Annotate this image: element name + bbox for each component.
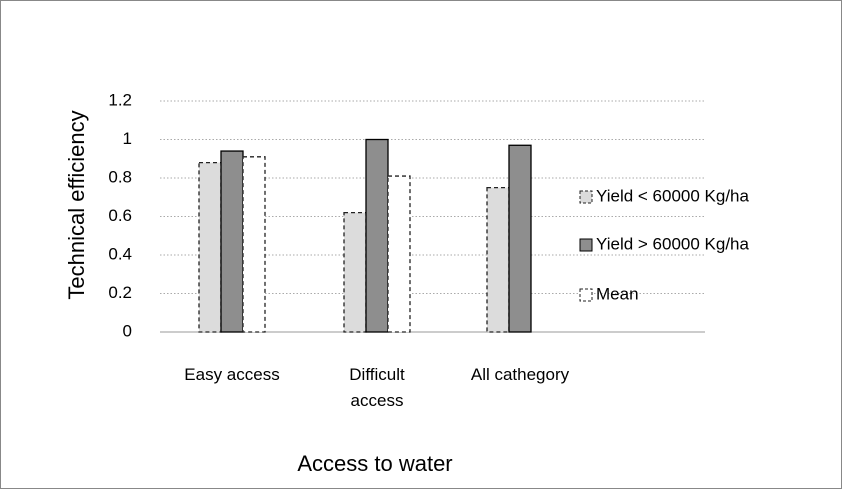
bar bbox=[486, 186, 510, 333]
bar bbox=[343, 211, 367, 333]
legend-swatch bbox=[579, 288, 593, 302]
legend-swatch bbox=[579, 238, 593, 252]
y-tick-label: 1 bbox=[123, 129, 132, 148]
y-axis-label: Technical efficiency bbox=[64, 110, 89, 299]
legend-label: Yield > 60000 Kg/ha bbox=[596, 234, 750, 253]
y-tick-label: 1.2 bbox=[108, 90, 132, 109]
y-tick-label: 0.2 bbox=[108, 283, 132, 302]
x-tick-label: All cathegory bbox=[470, 365, 570, 384]
bar bbox=[242, 156, 266, 333]
x-axis-label: Access to water bbox=[297, 451, 452, 476]
y-tick-label: 0 bbox=[123, 321, 132, 340]
bar bbox=[365, 138, 389, 333]
bar bbox=[508, 144, 532, 333]
legend-label: Mean bbox=[596, 284, 639, 303]
x-tick-label: Difficult access bbox=[349, 365, 405, 410]
bar bbox=[387, 175, 411, 333]
x-tick-label: Easy access bbox=[184, 365, 280, 384]
bar bbox=[198, 161, 222, 333]
y-tick-label: 0.6 bbox=[108, 206, 132, 225]
legend-label: Yield < 60000 Kg/ha bbox=[596, 186, 750, 205]
bar bbox=[220, 150, 244, 333]
legend-swatch bbox=[579, 190, 593, 204]
y-tick-label: 0.4 bbox=[108, 244, 132, 263]
y-tick-label: 0.8 bbox=[108, 167, 132, 186]
